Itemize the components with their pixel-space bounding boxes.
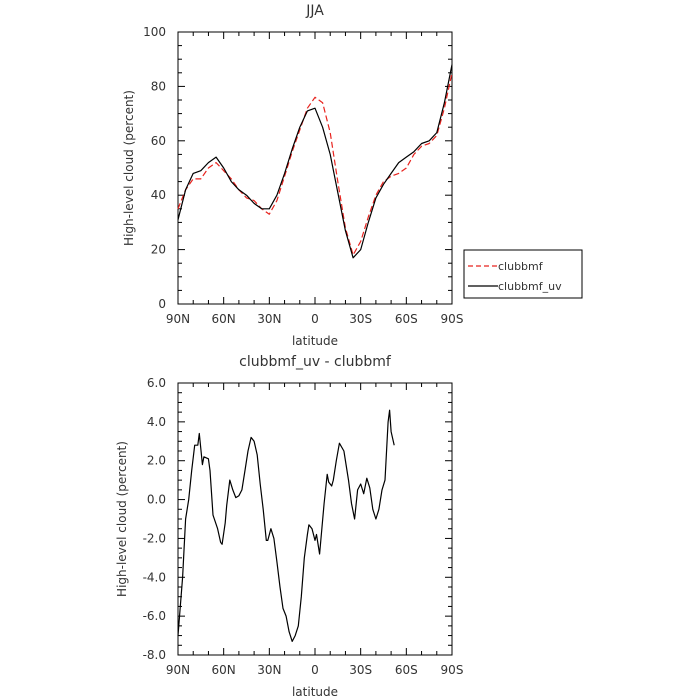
x-tick-label: 30N: [257, 663, 281, 677]
x-tick-label: 30S: [349, 312, 372, 326]
x-axis-label: latitude: [292, 334, 338, 348]
x-tick-label: 30S: [349, 663, 372, 677]
y-tick-label: 100: [143, 25, 166, 39]
chart-panel-1: clubbmf_uv - clubbmf 90N 60N 30N 0 30S 60S 90S -…: [115, 354, 463, 699]
plot-frame: [177, 382, 453, 656]
legend-entry: clubbmf_uv: [498, 280, 562, 293]
x-tick-label: 60S: [395, 663, 418, 677]
chart-title: clubbmf_uv - clubbmf: [239, 354, 392, 370]
y-tick-label: -8.0: [143, 648, 166, 662]
y-tick-label: 6.0: [147, 376, 166, 390]
y-tick-label: 2.0: [147, 454, 166, 468]
x-tick-label: 0: [311, 663, 319, 677]
x-tick-label: 90N: [166, 663, 190, 677]
chart-panel-0: JJA 90N 60N 30N 0 30S 60S 90S 0 20 40 60 80 100 latitu…: [122, 3, 583, 348]
x-tick-label: 90S: [441, 663, 464, 677]
y-tick-label: 40: [151, 188, 166, 202]
y-tick-label: -2.0: [143, 531, 166, 545]
x-tick-label: 90N: [166, 312, 190, 326]
legend-box: [463, 249, 583, 299]
x-tick-label: 0: [311, 312, 319, 326]
y-tick-label: -4.0: [143, 570, 166, 584]
x-axis-label: latitude: [292, 685, 338, 699]
x-tick-label: 60N: [212, 312, 236, 326]
legend-entry: clubbmf: [498, 260, 544, 273]
x-tick-label: 60N: [212, 663, 236, 677]
y-tick-label: 80: [151, 79, 166, 93]
series-line-clubbmf: [177, 72, 453, 256]
plot-frame: [177, 31, 453, 305]
y-axis-label: High-level cloud (percent): [115, 441, 129, 597]
y-tick-label: 4.0: [147, 415, 166, 429]
y-tick-label: 60: [151, 134, 166, 148]
legend: clubbmf clubbmf_uv: [463, 249, 583, 299]
y-tick-label: 0.0: [147, 493, 166, 507]
series-line-diff-0: [177, 409, 395, 642]
y-axis-label: High-level cloud (percent): [122, 90, 136, 246]
x-tick-label: 60S: [395, 312, 418, 326]
series-line-clubbmf_uv: [177, 64, 453, 259]
x-tick-label: 30N: [257, 312, 281, 326]
y-tick-label: 20: [151, 243, 166, 257]
y-tick-label: -6.0: [143, 609, 166, 623]
chart-title: JJA: [305, 3, 324, 19]
x-tick-label: 90S: [441, 312, 464, 326]
y-tick-label: 0: [158, 297, 166, 311]
